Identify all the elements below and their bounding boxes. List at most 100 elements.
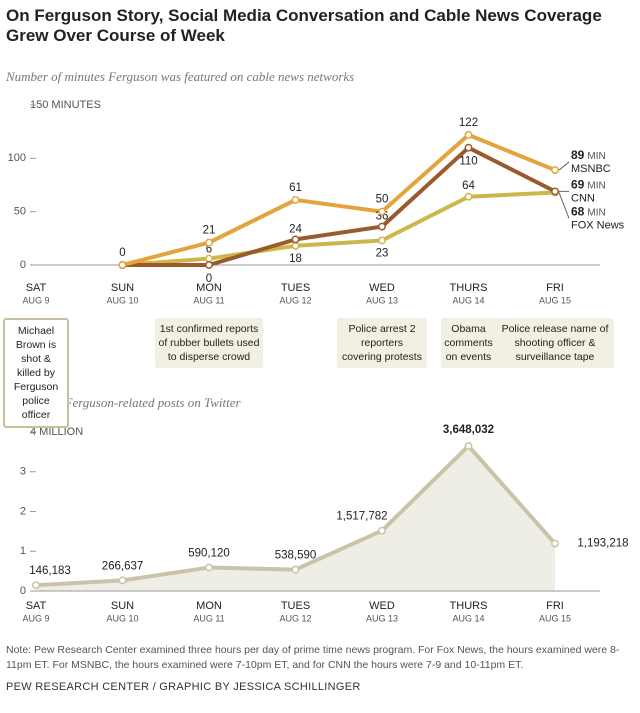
data-point [464, 442, 473, 450]
x-tick-label: SAT [26, 600, 47, 612]
value-label: 18 [289, 253, 302, 265]
value-label: 110 [459, 156, 477, 168]
x-tick-label: SAT [26, 282, 47, 294]
end-label: 68 MIN [571, 205, 606, 219]
value-label: 146,183 [29, 565, 71, 577]
chart-subtitle: Number of minutes Ferguson was featured … [5, 69, 354, 84]
end-unit: MIN [587, 180, 605, 191]
annotation: Obama comments on events [440, 318, 497, 368]
value-label: 64 [462, 180, 475, 192]
end-label: 69 MIN [571, 178, 606, 192]
data-point [551, 187, 559, 196]
data-point [205, 254, 213, 263]
leader [558, 161, 570, 171]
page-title: On Ferguson Story, Social Media Conversa… [6, 6, 602, 45]
x-tick-label: THURS [450, 600, 488, 612]
end-value: 68 [571, 205, 585, 219]
y-tick-label: 0 [20, 259, 26, 271]
y-tick-label: 100 [8, 152, 26, 164]
x-tick-date: AUG 10 [106, 295, 138, 305]
x-tick-label: FRI [546, 282, 564, 294]
data-point [551, 166, 559, 175]
annotation: Police arrest 2 reporters covering prote… [337, 318, 427, 368]
x-tick-date: AUG 15 [539, 613, 571, 623]
end-unit: MIN [587, 207, 605, 218]
data-point [32, 581, 40, 590]
x-tick-date: AUG 15 [539, 295, 571, 305]
y-tick-label: 0 [20, 585, 26, 597]
x-tick-date: AUG 13 [366, 295, 398, 305]
data-point [378, 207, 386, 216]
y-tick-label: 4 MILLION [30, 426, 83, 438]
value-label: 122 [459, 117, 478, 129]
series-line [121, 132, 556, 267]
data-point [291, 241, 300, 250]
data-point [464, 192, 473, 201]
value-label: 590,120 [188, 548, 230, 560]
value-label: 23 [376, 247, 389, 259]
value-label: 0 [206, 273, 212, 285]
y-tick-label: 50 [14, 206, 26, 218]
y-tick-label: 2 [20, 505, 26, 517]
annotation: Michael Brown is shot & killed by Fergus… [3, 318, 69, 428]
source: PEW RESEARCH CENTER / GRAPHIC BY JESSICA… [6, 681, 361, 693]
data-point [464, 130, 473, 139]
value-label: 1,193,218 [577, 538, 628, 550]
x-tick-label: WED [369, 600, 395, 612]
x-tick-date: AUG 11 [193, 613, 224, 623]
value-label: 1,517,782 [336, 511, 387, 523]
value-label: 538,590 [275, 550, 317, 562]
legend-label: FOX News [571, 219, 625, 231]
x-tick-date: AUG 14 [452, 613, 484, 623]
data-point [205, 238, 213, 247]
end-unit: MIN [587, 151, 605, 162]
x-tick-date: AUG 10 [106, 613, 138, 623]
x-tick-label: SUN [111, 282, 134, 294]
x-tick-label: THURS [450, 282, 488, 294]
legend-label: CNN [571, 192, 595, 204]
series-line [122, 145, 556, 267]
end-value: 69 [571, 178, 585, 192]
x-tick-label: TUES [281, 600, 310, 612]
value-label: 61 [289, 182, 302, 194]
area [36, 445, 555, 591]
x-tick-date: AUG 13 [366, 613, 398, 623]
value-label: 24 [289, 223, 302, 235]
note: Note: Pew Research Center examined three… [6, 644, 620, 671]
data-point [378, 222, 386, 231]
data-point [378, 236, 386, 245]
annotation: Police release name of shooting officer … [496, 318, 614, 368]
x-tick-date: AUG 9 [22, 613, 49, 623]
data-point [291, 235, 300, 244]
value-label: 3,648,032 [443, 424, 494, 436]
value-label: 0 [119, 247, 125, 259]
data-point [551, 539, 559, 548]
x-tick-date: AUG 14 [452, 295, 484, 305]
data-point [205, 261, 213, 269]
x-tick-label: MON [196, 600, 222, 612]
data-point [378, 526, 386, 535]
y-tick-label: 150 MINUTES [30, 99, 101, 111]
data-point [118, 261, 127, 269]
legend-label: MSNBC [571, 163, 611, 175]
data-point [205, 563, 213, 572]
x-tick-date: AUG 9 [22, 295, 49, 305]
y-tick-label: 1 [20, 545, 26, 557]
data-point [118, 576, 127, 585]
x-tick-label: TUES [281, 282, 310, 294]
x-tick-label: MON [196, 282, 222, 294]
x-tick-date: AUG 12 [279, 295, 311, 305]
data-point [464, 143, 473, 152]
x-tick-date: AUG 12 [279, 613, 311, 623]
leader [558, 192, 570, 219]
x-tick-label: WED [369, 282, 395, 294]
data-point [291, 565, 300, 574]
x-tick-label: FRI [546, 600, 564, 612]
series-line [122, 190, 556, 267]
data-point [291, 195, 300, 204]
value-label: 6 [206, 244, 212, 256]
x-tick-label: SUN [111, 600, 134, 612]
y-tick-label: 3 [20, 466, 26, 478]
end-label: 89 MIN [571, 148, 606, 162]
